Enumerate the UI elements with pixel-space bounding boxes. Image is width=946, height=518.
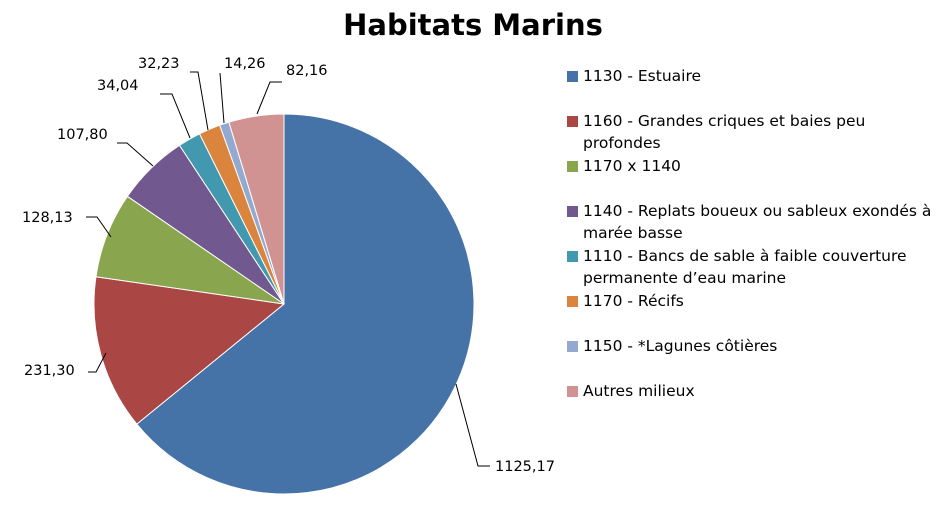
data-label: 1125,17 xyxy=(495,459,555,475)
legend: 1130 - Estuaire 1160 - Grandes criques et… xyxy=(565,0,945,518)
leader-line xyxy=(256,81,282,115)
legend-swatch xyxy=(567,341,578,352)
data-label: 14,26 xyxy=(224,56,266,72)
legend-swatch xyxy=(567,116,578,127)
legend-swatch xyxy=(567,296,578,307)
leader-line xyxy=(88,352,107,373)
legend-label: 1130 - Estuaire xyxy=(583,67,702,85)
data-label: 34,04 xyxy=(97,78,139,94)
chart-title: Habitats Marins xyxy=(343,8,603,42)
data-label: 82,16 xyxy=(286,63,328,79)
leader-line xyxy=(160,93,191,139)
legend-label: 1140 - Replats boueux ou sableux exondés… xyxy=(583,202,932,242)
leader-line xyxy=(117,142,154,167)
leader-line xyxy=(86,216,112,238)
legend-swatch xyxy=(567,251,578,262)
pie-slice xyxy=(136,113,475,495)
legend-label: 1170 - Récifs xyxy=(583,292,684,310)
data-label: 128,13 xyxy=(22,210,73,226)
pie-slice xyxy=(93,276,286,425)
leader-line xyxy=(455,383,490,467)
legend-label: Autres milieux xyxy=(583,382,695,400)
data-label: 107,80 xyxy=(57,127,108,143)
legend-label: 1160 - Grandes criques et baies peu prof… xyxy=(583,112,866,152)
legend-swatch xyxy=(567,386,578,397)
data-label: 231,30 xyxy=(24,363,75,379)
pie-slice xyxy=(228,113,285,305)
leader-line xyxy=(190,71,209,131)
data-label: 32,23 xyxy=(138,56,180,72)
legend-swatch xyxy=(567,206,578,217)
legend-label: 1150 - *Lagunes côtières xyxy=(583,337,778,355)
leader-line xyxy=(219,72,225,124)
legend-swatch xyxy=(567,161,578,172)
legend-swatch xyxy=(567,71,578,82)
legend-label: 1110 - Bancs de sable à faible couvertur… xyxy=(583,247,907,287)
legend-label: 1170 x 1140 xyxy=(583,157,681,175)
